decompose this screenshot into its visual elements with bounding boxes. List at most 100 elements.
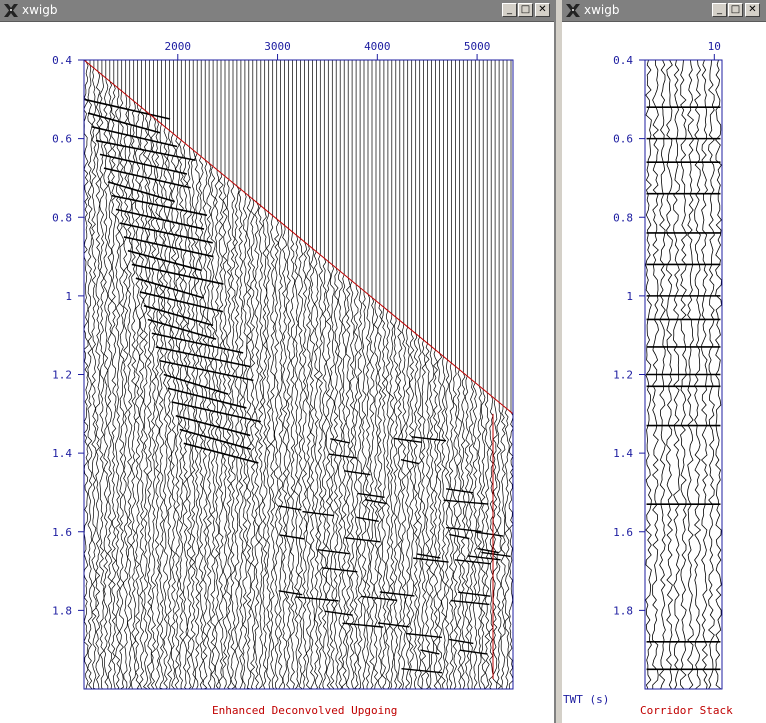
reflection-event	[393, 437, 423, 444]
wiggle-trace	[393, 60, 399, 690]
wiggle-trace	[476, 60, 482, 690]
y-tick-label: 1.6	[52, 526, 72, 539]
wiggle-trace	[480, 60, 486, 690]
wiggle-trace	[492, 60, 498, 690]
reflection-event	[171, 401, 262, 423]
reflection-event	[155, 346, 251, 368]
reflection-event	[115, 208, 205, 230]
y-tick-label: 1.4	[613, 447, 633, 460]
wiggle-trace	[234, 60, 240, 690]
right-maximize-button[interactable]: □	[728, 3, 743, 17]
reflection-event	[317, 549, 350, 555]
y-tick-label: 0.4	[52, 54, 72, 67]
wiggle-trace	[174, 60, 180, 690]
upgoing-wiggle-plot[interactable]: 0.4 0.6 0.8 1 1.2 1.4 1.6 1.8 2000 3000 4000 5000	[0, 22, 554, 723]
wiggle-trace	[186, 60, 192, 690]
reflection-event	[477, 547, 499, 554]
reflection-event	[324, 610, 353, 616]
wiggle-trace	[281, 60, 288, 690]
wiggle-trace	[254, 60, 260, 690]
y-tick-label: 1	[626, 290, 633, 303]
reflection-event	[95, 139, 196, 162]
corridor-traces	[645, 59, 722, 690]
reflection-event	[459, 649, 488, 655]
wiggle-trace	[226, 60, 232, 690]
reflection-event	[295, 596, 339, 602]
wiggle-trace	[500, 60, 506, 690]
wiggle-trace	[397, 60, 403, 690]
left-titlebar[interactable]: xwigb _ □ ✕	[0, 0, 554, 22]
corridor-stack-plot[interactable]: 0.4 0.6 0.8 1 1.2 1.4 1.6 1.8 10	[562, 22, 766, 723]
wiggle-trace	[369, 60, 375, 690]
wiggle-trace	[484, 60, 490, 690]
x-tick-label: 5000	[464, 40, 491, 53]
wiggle-trace	[381, 60, 387, 690]
wiggle-trace	[329, 60, 335, 690]
reflection-event	[401, 668, 443, 674]
right-minimize-button[interactable]: _	[712, 3, 727, 17]
reflection-event	[143, 304, 214, 327]
x-logo-icon	[566, 4, 580, 17]
wiggle-trace	[309, 60, 316, 690]
reflection-event	[420, 649, 440, 655]
wiggle-trace	[425, 60, 431, 690]
wiggle-trace	[504, 60, 510, 690]
right-titlebar[interactable]: xwigb _ □ ✕	[562, 0, 766, 22]
wiggle-trace	[321, 60, 327, 690]
y-tick-label: 0.8	[613, 211, 633, 224]
reflection-event	[163, 373, 229, 395]
left-plot-caption: Enhanced Deconvolved Upgoing	[212, 704, 398, 717]
wiggle-trace	[294, 60, 300, 690]
reflection-event	[328, 453, 358, 459]
wiggle-trace	[146, 60, 153, 690]
wiggle-trace	[162, 60, 168, 690]
reflection-event	[458, 591, 491, 597]
wiggle-trace	[645, 59, 652, 690]
wiggle-trace	[456, 60, 462, 690]
y-tick-label: 0.4	[613, 54, 633, 67]
wiggle-trace	[238, 60, 244, 690]
wiggle-trace	[142, 60, 149, 690]
left-maximize-button[interactable]: □	[518, 3, 533, 17]
right-xwigb-window: xwigb _ □ ✕ 0.4 0.6 0.8 1 1.2 1.4 1.6 1.8 10 TWT…	[562, 0, 766, 723]
wiggle-trace	[111, 60, 117, 690]
wiggle-trace	[496, 60, 502, 690]
wiggle-trace	[441, 60, 447, 690]
reflection-event	[481, 551, 511, 558]
wiggle-trace	[460, 60, 466, 690]
wiggle-trace	[115, 60, 121, 690]
reflection-event	[344, 537, 381, 543]
reflection-event	[446, 488, 474, 494]
wiggle-trace	[182, 60, 188, 690]
reflection-event	[449, 638, 474, 645]
y-tick-label: 1	[65, 290, 72, 303]
wiggle-trace	[305, 60, 311, 690]
wiggle-trace	[119, 60, 125, 690]
reflection-event	[405, 632, 443, 639]
reflection-event	[139, 291, 224, 313]
reflection-event	[91, 126, 178, 148]
wiggle-trace	[123, 60, 129, 690]
wiggle-trace	[154, 60, 161, 690]
reflection-event	[107, 181, 175, 203]
y-tick-label: 1.2	[52, 369, 72, 382]
wiggle-trace	[337, 60, 343, 690]
reflection-event	[411, 436, 447, 442]
wiggle-trace	[274, 60, 280, 690]
wiggle-trace	[278, 60, 284, 690]
wiggle-trace	[230, 60, 236, 690]
reflection-event	[330, 438, 350, 444]
left-close-button[interactable]: ✕	[535, 3, 550, 17]
right-close-button[interactable]: ✕	[745, 3, 760, 17]
wiggle-trace	[290, 60, 296, 690]
reflection-event	[450, 599, 490, 606]
reflection-event	[416, 553, 441, 559]
left-minimize-button[interactable]: _	[502, 3, 517, 17]
wiggle-trace	[262, 60, 268, 690]
reflection-event	[344, 470, 371, 476]
x-tick-label: 4000	[364, 40, 391, 53]
reflection-event	[175, 415, 251, 437]
reflection-event	[302, 510, 334, 517]
wiggle-trace	[266, 60, 272, 690]
y-tick-label: 0.6	[52, 133, 72, 146]
